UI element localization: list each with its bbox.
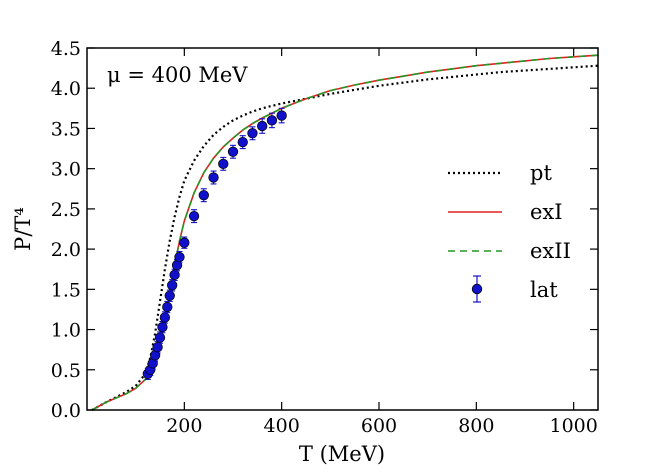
y-tick-label: 3.0 xyxy=(51,159,81,181)
lat-point xyxy=(152,342,163,353)
lat-point xyxy=(179,237,190,248)
lat-point xyxy=(157,321,168,333)
lat-point xyxy=(247,128,258,139)
y-tick-label: 4.0 xyxy=(51,78,81,100)
lat-point xyxy=(237,136,248,148)
y-tick-label: 1.5 xyxy=(51,279,81,301)
lat-point xyxy=(167,280,178,291)
lat-point xyxy=(257,120,268,132)
y-tick-label: 3.5 xyxy=(51,118,81,140)
lat-point xyxy=(169,269,180,281)
lat-point xyxy=(164,290,175,301)
lat-point xyxy=(218,158,229,169)
lat-point xyxy=(162,301,173,313)
lat-point xyxy=(266,115,278,126)
legend: pt exI exII lat xyxy=(448,161,571,303)
legend-label-pt: pt xyxy=(530,161,552,185)
plot-frame xyxy=(86,47,599,411)
x-tick-label: 400 xyxy=(264,415,300,437)
lat-point xyxy=(208,172,219,183)
x-tick-label: 600 xyxy=(361,415,397,437)
x-axis-title: T (MeV) xyxy=(299,442,385,466)
lat-point xyxy=(159,312,171,323)
ticks-layer: 200 400 600 800 1000 0.0 0.5 1.0 1.5 2.0 2.5 3.0 3.5… xyxy=(51,38,598,437)
y-axis-title: P/T⁴ xyxy=(11,207,35,251)
y-tick-label: 2.0 xyxy=(51,239,81,261)
y-tick-label: 1.0 xyxy=(51,320,81,342)
series-layer xyxy=(91,54,599,411)
lat-point xyxy=(174,252,185,263)
y-tick-label: 0.0 xyxy=(51,400,81,422)
x-tick-label: 200 xyxy=(166,415,202,437)
y-tick-label: 0.5 xyxy=(51,360,81,382)
y-tick-label: 4.5 xyxy=(51,38,81,60)
lat-point xyxy=(198,190,209,201)
lat-point xyxy=(188,210,200,222)
legend-label-lat: lat xyxy=(530,278,558,302)
lat-point xyxy=(276,110,287,121)
legend-label-exII: exII xyxy=(530,239,571,263)
plot-background xyxy=(87,48,598,410)
x-tick-label: 800 xyxy=(458,415,494,437)
lat-point xyxy=(227,146,239,157)
y-tick-label: 2.5 xyxy=(51,199,81,221)
annotation-mu: μ = 400 MeV xyxy=(107,63,248,87)
legend-swatch-lat-marker xyxy=(471,283,483,295)
lat-point xyxy=(154,332,166,343)
x-tick-label: 1000 xyxy=(549,415,597,437)
legend-label-exI: exI xyxy=(530,200,563,224)
